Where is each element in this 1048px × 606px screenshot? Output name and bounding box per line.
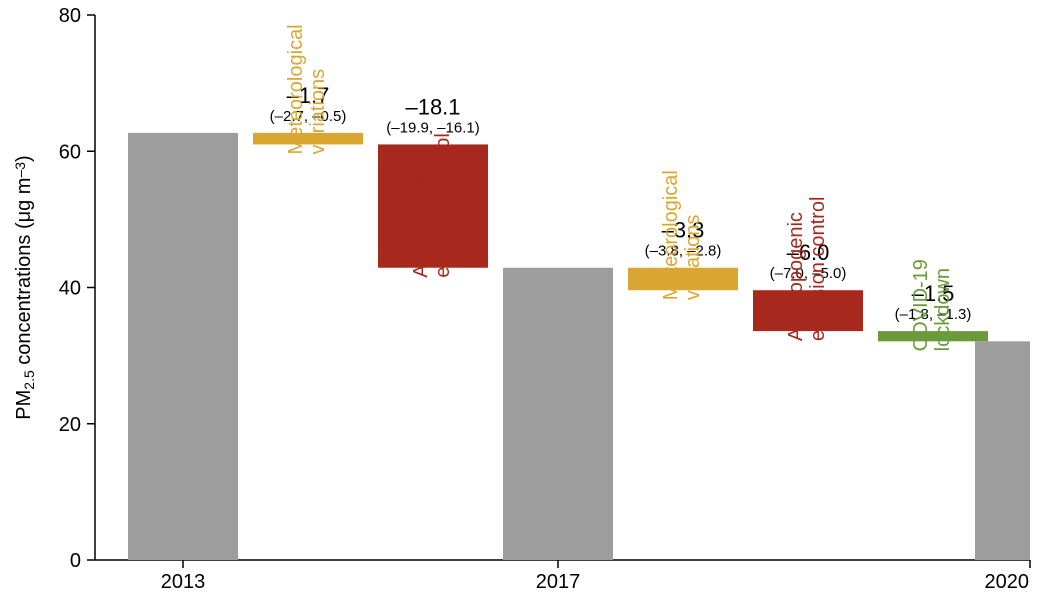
x-tick-label: 2017 — [536, 571, 581, 593]
category-label: Anthropogenicemission control — [785, 197, 829, 342]
bar-y2013 — [128, 133, 238, 560]
bar-y2017 — [503, 268, 613, 560]
y-tick-label: 80 — [59, 5, 81, 27]
y-tick-label: 20 — [59, 414, 81, 436]
x-tick-label: 2013 — [161, 571, 206, 593]
x-tick-label: 2020 — [985, 571, 1030, 593]
y-tick-label: 0 — [70, 550, 81, 572]
chart-container: 020406080PM2.5 concentrations (μg m–3)20… — [0, 0, 1048, 606]
y-tick-label: 60 — [59, 141, 81, 163]
delta-label: –18.1 — [405, 94, 460, 119]
category-label: COVID-19lockdown — [910, 259, 954, 351]
y-tick-label: 40 — [59, 278, 81, 300]
chart-svg: 020406080PM2.5 concentrations (μg m–3)20… — [0, 0, 1048, 606]
category-label: Anthropogenicemission control — [410, 133, 454, 278]
